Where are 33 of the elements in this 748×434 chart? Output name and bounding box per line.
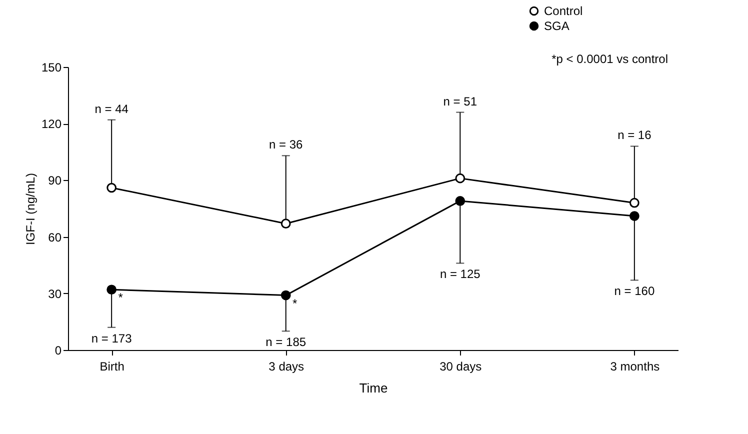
annotation: n = 36: [269, 138, 304, 152]
x-tick-label: Birth: [100, 360, 124, 374]
annotation: n = 44: [94, 102, 129, 116]
y-tick-label: 60: [48, 230, 62, 244]
point: [106, 182, 117, 193]
point: [455, 196, 466, 206]
y-tick-label: 0: [54, 344, 62, 358]
y-tick-label: 30: [48, 286, 62, 301]
x-tick-label: 3 days: [268, 360, 304, 374]
point: [280, 290, 291, 300]
annotation: n = 125: [440, 267, 481, 282]
text: *p < 0.0001 vs control: [552, 52, 668, 66]
point: [280, 218, 291, 229]
annotation: n = 51: [443, 94, 478, 108]
annotation: n = 185: [266, 335, 306, 350]
legend-label: Control: [544, 4, 583, 18]
legend-label: SGA: [544, 19, 570, 33]
point: [106, 284, 117, 295]
y-axis-title: IGF-I (ng/mL): [23, 172, 38, 246]
y-tick-label: 90: [48, 174, 62, 188]
y-tick-label: 120: [41, 117, 62, 132]
x-tick-label: 30 days: [440, 360, 482, 374]
point: [629, 211, 640, 221]
point: [455, 173, 466, 184]
annotation: n = 160: [614, 284, 655, 298]
x-tick-label: 3 months: [610, 360, 660, 374]
annotation: *: [118, 290, 124, 305]
point: [629, 198, 640, 208]
x-axis-title: Time: [359, 380, 388, 396]
y-tick-label: 150: [41, 60, 62, 74]
annotation: *: [292, 296, 298, 310]
annotation: n = 16: [618, 128, 652, 142]
annotation: n = 173: [91, 331, 132, 346]
